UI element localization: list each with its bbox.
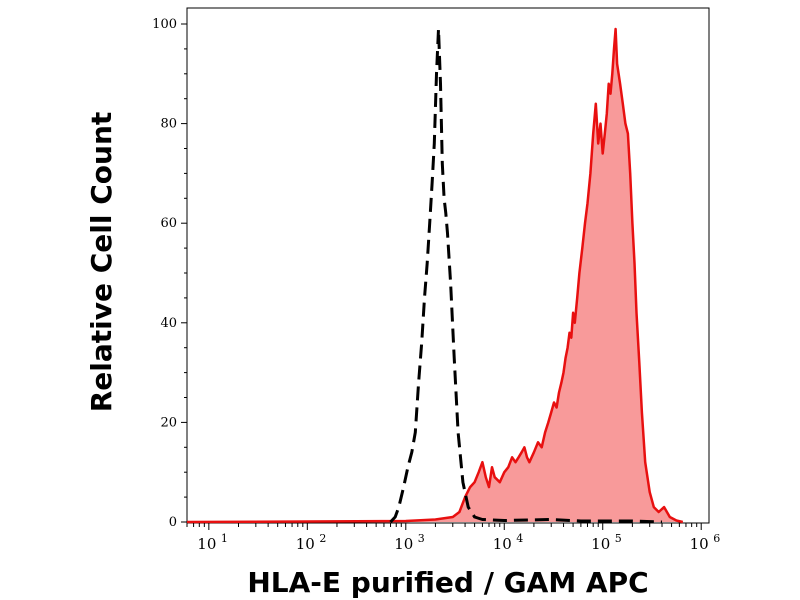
x-tick-exponent: 5 xyxy=(615,532,622,545)
x-tick-base: 10 xyxy=(591,535,610,553)
red-series-line xyxy=(186,27,684,524)
y-tick-label: 20 xyxy=(160,415,177,430)
x-axis-title: HLA-E purified / GAM APC xyxy=(247,566,648,599)
x-tick-base: 10 xyxy=(493,535,512,553)
plot-frame xyxy=(186,7,710,524)
x-tick-base: 10 xyxy=(394,535,413,553)
x-tick-exponent: 6 xyxy=(713,532,720,545)
y-axis-title: Relative Cell Count xyxy=(85,112,118,413)
black-dashed-series-line xyxy=(389,27,663,524)
y-tick-label: 40 xyxy=(160,316,177,331)
y-tick-label: 60 xyxy=(160,216,177,231)
x-tick-base: 10 xyxy=(690,535,709,553)
x-tick-exponent: 4 xyxy=(516,532,523,545)
x-tick-base: 10 xyxy=(296,535,315,553)
y-tick-label: 100 xyxy=(152,17,177,32)
x-tick-exponent: 2 xyxy=(319,532,326,545)
series-layer xyxy=(186,27,684,524)
x-tick-exponent: 1 xyxy=(221,532,228,545)
y-tick-label: 80 xyxy=(160,117,177,132)
x-tick-exponent: 3 xyxy=(418,532,425,545)
x-tick-base: 10 xyxy=(197,535,216,553)
x-axis-ticks: 10 1 10 2 10 3 10 4 10 5 10 6 xyxy=(186,523,720,553)
y-axis-ticks: 0 20 40 60 80 100 xyxy=(152,17,187,530)
y-tick-label: 0 xyxy=(169,515,177,530)
